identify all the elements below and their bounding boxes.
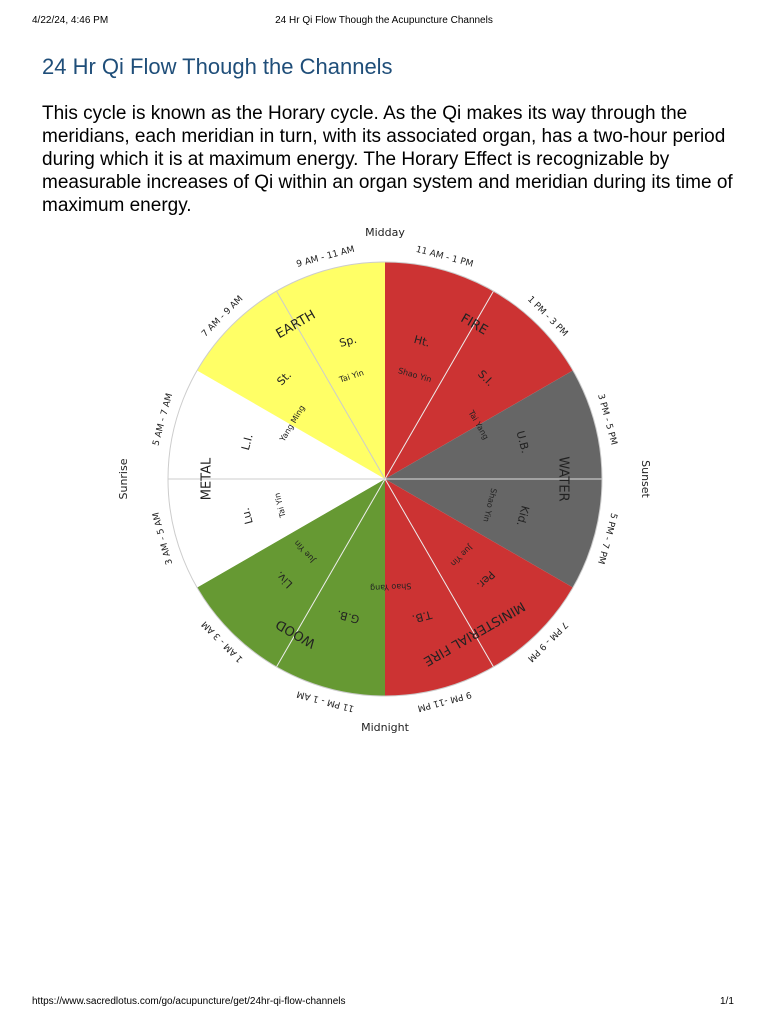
divider [276,478,386,668]
divider [384,478,494,668]
wheel-outline [167,261,603,697]
fire-sector [385,262,573,479]
direction-label: Sunrise [117,458,130,499]
organ-label: Ht. [412,333,431,350]
channel-label: Shao Yang [370,581,412,592]
organ-label: G.B. [335,607,361,626]
divider [384,290,494,480]
divider-lines [168,290,602,668]
direction-label: Midnight [361,721,410,734]
element-label: METAL [200,457,215,500]
wood-sector [197,479,385,696]
divider [276,290,386,480]
organ-label: L.I. [239,432,256,451]
organ-label: Lu. [239,506,256,525]
page-number: 1/1 [720,996,734,1007]
direction-label: Midday [365,226,405,239]
direction-label: Sunset [639,460,652,498]
organ-label: T.B. [411,608,435,626]
footer-url: https://www.sacredlotus.com/go/acupunctu… [32,996,346,1007]
paragraph: This cycle is known as the Horary cycle.… [42,103,733,216]
earth-sector [197,262,385,479]
ministerial-fire-sector [385,479,573,696]
organ-label: U.B. [513,429,531,454]
element-label: WATER [556,456,571,501]
print-title: 24 Hr Qi Flow Though the Acupuncture Cha… [275,15,493,26]
heading: 24 Hr Qi Flow Though the Channels [42,54,393,79]
organ-label: Sp. [338,333,358,350]
print-date: 4/22/24, 4:46 PM [32,15,109,26]
organ-label: Kid. [514,504,532,527]
